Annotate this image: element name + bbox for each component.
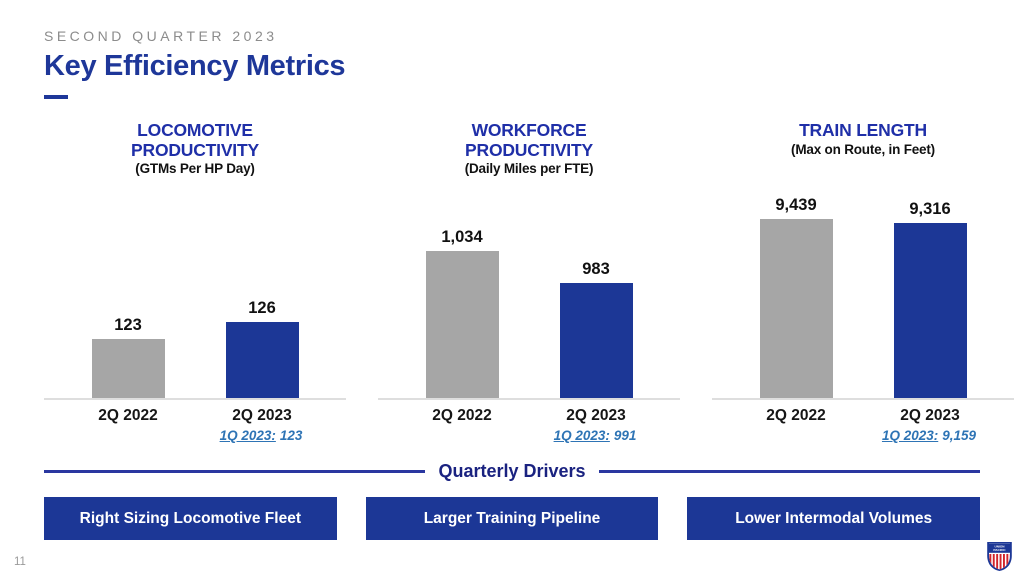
divider-line-left [44, 470, 426, 473]
plot-area: 1,034 983 [378, 195, 680, 400]
plot-area: 9,439 9,316 [712, 195, 1014, 400]
axis-label-2q-2023: 2Q 2023 [232, 407, 292, 424]
bar-2q-2023: 126 [225, 299, 299, 398]
chart-workforce-productivity: WORKFORCE PRODUCTIVITY (Daily Miles per … [378, 120, 680, 443]
plot-area: 123 126 [44, 195, 346, 400]
bar-value-label: 123 [114, 316, 142, 334]
title-underline-dash [44, 95, 68, 99]
chart-subtitle: (Daily Miles per FTE) [464, 161, 594, 177]
axis-labels: 2Q 2022 2Q 2023 [712, 407, 1014, 425]
driver-box-larger-training-pipeline: Larger Training Pipeline [365, 497, 659, 540]
driver-box-lower-intermodal-volumes: Lower Intermodal Volumes [687, 497, 981, 540]
bar-value-label: 9,316 [909, 200, 951, 218]
svg-text:PACIFIC: PACIFIC [993, 548, 1006, 552]
page-number: 11 [14, 556, 26, 568]
divider-line-right [598, 470, 981, 473]
footnote-label: 1Q 2023: [553, 428, 610, 443]
bar-2q-2023: 983 [559, 260, 633, 398]
footnote-value: 9,159 [942, 428, 977, 443]
footnote-1q-2023: 1Q 2023: 9,159 [862, 428, 996, 443]
axis-label-2q-2022: 2Q 2022 [98, 407, 158, 424]
axis-label-2q-2022: 2Q 2022 [766, 407, 826, 424]
footnote-value: 123 [279, 428, 303, 443]
bar-value-label: 983 [582, 260, 610, 278]
union-pacific-shield-logo: UNION PACIFIC [987, 542, 1012, 571]
axis-label-2q-2023: 2Q 2023 [566, 407, 626, 424]
bar-2q-2023: 9,316 [893, 200, 967, 398]
axis-label-2q-2022: 2Q 2022 [432, 407, 492, 424]
bar-value-label: 1,034 [441, 228, 483, 246]
charts-row: LOCOMOTIVE PRODUCTIVITY (GTMs Per HP Day… [44, 120, 1014, 443]
kicker-text: SECOND QUARTER 2023 [44, 28, 278, 44]
chart-header: LOCOMOTIVE PRODUCTIVITY (GTMs Per HP Day… [44, 120, 346, 185]
chart-title: WORKFORCE PRODUCTIVITY [465, 120, 593, 160]
footnote-label: 1Q 2023: [219, 428, 276, 443]
chart-header: TRAIN LENGTH (Max on Route, in Feet) [712, 120, 1014, 185]
axis-label-2q-2023: 2Q 2023 [900, 407, 960, 424]
bar-2q-2022: 1,034 [425, 228, 499, 398]
chart-header: WORKFORCE PRODUCTIVITY (Daily Miles per … [378, 120, 680, 185]
svg-text:UNION: UNION [995, 545, 1006, 549]
footnote-1q-2023: 1Q 2023: 123 [194, 428, 328, 443]
quarterly-drivers-heading: Quarterly Drivers [438, 461, 586, 481]
chart-subtitle: (GTMs Per HP Day) [135, 161, 255, 177]
quarterly-drivers-divider: Quarterly Drivers [44, 461, 981, 482]
chart-title: TRAIN LENGTH [799, 120, 927, 140]
drivers-row: Right Sizing Locomotive Fleet Larger Tra… [44, 497, 981, 540]
footnote-1q-2023: 1Q 2023: 991 [528, 428, 662, 443]
axis-labels: 2Q 2022 2Q 2023 [44, 407, 346, 425]
axis-labels: 2Q 2022 2Q 2023 [378, 407, 680, 425]
chart-title: LOCOMOTIVE PRODUCTIVITY [131, 120, 259, 160]
bar-value-label: 126 [248, 299, 276, 317]
footnote-label: 1Q 2023: [881, 428, 939, 443]
bar-2q-2022: 9,439 [759, 196, 833, 398]
page-title: Key Efficiency Metrics [44, 50, 346, 82]
chart-subtitle: (Max on Route, in Feet) [791, 141, 935, 157]
bar-2q-2022: 123 [91, 316, 165, 398]
bar-value-label: 9,439 [775, 196, 817, 214]
chart-train-length: TRAIN LENGTH (Max on Route, in Feet) 9,4… [712, 120, 1014, 443]
footnote-value: 991 [613, 428, 637, 443]
driver-box-right-sizing-locomotive-fleet: Right Sizing Locomotive Fleet [44, 497, 337, 540]
chart-locomotive-productivity: LOCOMOTIVE PRODUCTIVITY (GTMs Per HP Day… [44, 120, 346, 443]
